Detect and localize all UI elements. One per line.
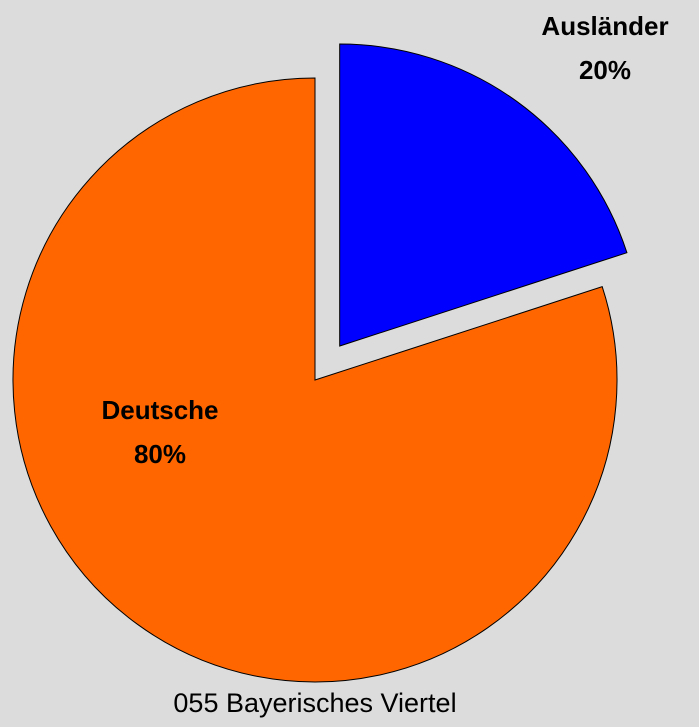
pie-slice: [339, 43, 628, 347]
slice-value-label: 80%: [134, 439, 186, 469]
slice-label: Ausländer: [541, 11, 668, 41]
chart-title: 055 Bayerisches Viertel: [173, 688, 456, 718]
slice-label: Deutsche: [101, 395, 218, 425]
pie-slice: [12, 77, 618, 683]
slice-value-label: 20%: [579, 55, 631, 85]
